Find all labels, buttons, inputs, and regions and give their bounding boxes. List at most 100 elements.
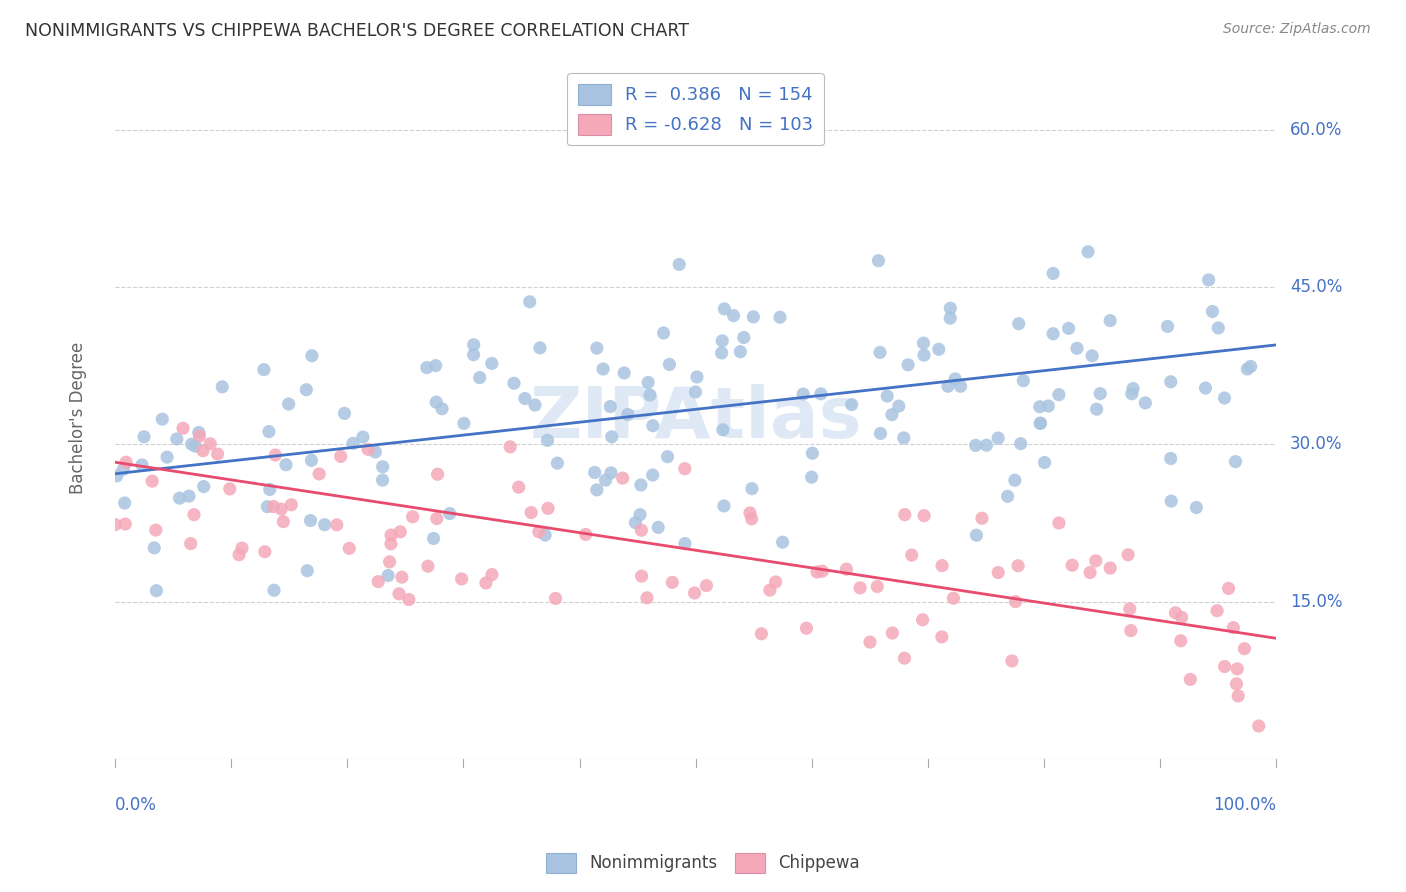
Point <box>928 343 950 357</box>
Point <box>544 591 567 606</box>
Point <box>1164 606 1187 620</box>
Point <box>463 338 485 352</box>
Point <box>468 370 491 384</box>
Point <box>894 508 917 522</box>
Point <box>481 356 503 370</box>
Point <box>976 438 998 452</box>
Point <box>765 574 787 589</box>
Point <box>402 509 425 524</box>
Text: 0.0%: 0.0% <box>115 797 157 814</box>
Point <box>772 535 794 549</box>
Point <box>835 562 858 576</box>
Point <box>966 528 988 542</box>
Point <box>673 536 696 550</box>
Point <box>264 448 287 462</box>
Point <box>686 370 709 384</box>
Point <box>352 430 374 444</box>
Point <box>841 398 863 412</box>
Point <box>301 349 323 363</box>
Point <box>769 310 792 325</box>
Point <box>936 379 959 393</box>
Point <box>1201 304 1223 318</box>
Point <box>759 583 782 598</box>
Point <box>508 480 530 494</box>
Point <box>997 489 1019 503</box>
Point <box>796 621 818 635</box>
Point <box>1047 387 1070 401</box>
Point <box>811 564 834 578</box>
Point <box>970 511 993 525</box>
Point <box>105 468 128 483</box>
Point <box>380 528 402 542</box>
Point <box>280 498 302 512</box>
Point <box>868 253 890 268</box>
Point <box>613 366 636 380</box>
Point <box>1088 386 1111 401</box>
Point <box>329 450 352 464</box>
Point <box>931 558 953 573</box>
Point <box>1222 621 1244 635</box>
Point <box>1160 451 1182 466</box>
Text: Source: ZipAtlas.com: Source: ZipAtlas.com <box>1223 22 1371 37</box>
Point <box>880 408 903 422</box>
Point <box>595 473 617 487</box>
Point <box>1081 349 1104 363</box>
Point <box>931 630 953 644</box>
Point <box>1062 558 1084 573</box>
Point <box>583 466 606 480</box>
Point <box>1119 624 1142 638</box>
Point <box>710 346 733 360</box>
Point <box>342 436 364 450</box>
Point <box>1042 326 1064 341</box>
Point <box>308 467 330 481</box>
Point <box>297 564 319 578</box>
Point <box>422 532 444 546</box>
Point <box>314 517 336 532</box>
Point <box>1033 456 1056 470</box>
Point <box>859 635 882 649</box>
Point <box>1084 554 1107 568</box>
Point <box>1206 604 1229 618</box>
Point <box>866 580 889 594</box>
Point <box>939 301 962 316</box>
Point <box>942 591 965 606</box>
Point <box>112 462 135 476</box>
Legend: Nonimmigrants, Chippewa: Nonimmigrants, Chippewa <box>540 847 866 880</box>
Point <box>425 395 447 409</box>
Point <box>211 380 233 394</box>
Point <box>166 432 188 446</box>
Point <box>600 430 623 444</box>
Point <box>912 348 935 362</box>
Point <box>1213 391 1236 405</box>
Point <box>1099 561 1122 575</box>
Point <box>371 459 394 474</box>
Point <box>630 523 652 537</box>
Point <box>638 388 661 402</box>
Point <box>172 421 194 435</box>
Point <box>683 586 706 600</box>
Point <box>792 387 814 401</box>
Point <box>1047 516 1070 530</box>
Point <box>887 399 910 413</box>
Point <box>371 473 394 487</box>
Point <box>1008 317 1031 331</box>
Point <box>730 344 752 359</box>
Point <box>637 376 659 390</box>
Point <box>450 572 472 586</box>
Point <box>1208 321 1230 335</box>
Point <box>156 450 179 464</box>
Point <box>430 401 453 416</box>
Point <box>1180 673 1202 687</box>
Point <box>1007 558 1029 573</box>
Point <box>499 440 522 454</box>
Point <box>801 446 824 460</box>
Point <box>1198 273 1220 287</box>
Point <box>1029 416 1052 430</box>
Text: NONIMMIGRANTS VS CHIPPEWA BACHELOR'S DEGREE CORRELATION CHART: NONIMMIGRANTS VS CHIPPEWA BACHELOR'S DEG… <box>25 22 689 40</box>
Point <box>1038 399 1060 413</box>
Point <box>262 500 284 514</box>
Point <box>668 257 690 271</box>
Text: 30.0%: 30.0% <box>1291 435 1343 453</box>
Point <box>713 499 735 513</box>
Point <box>257 425 280 439</box>
